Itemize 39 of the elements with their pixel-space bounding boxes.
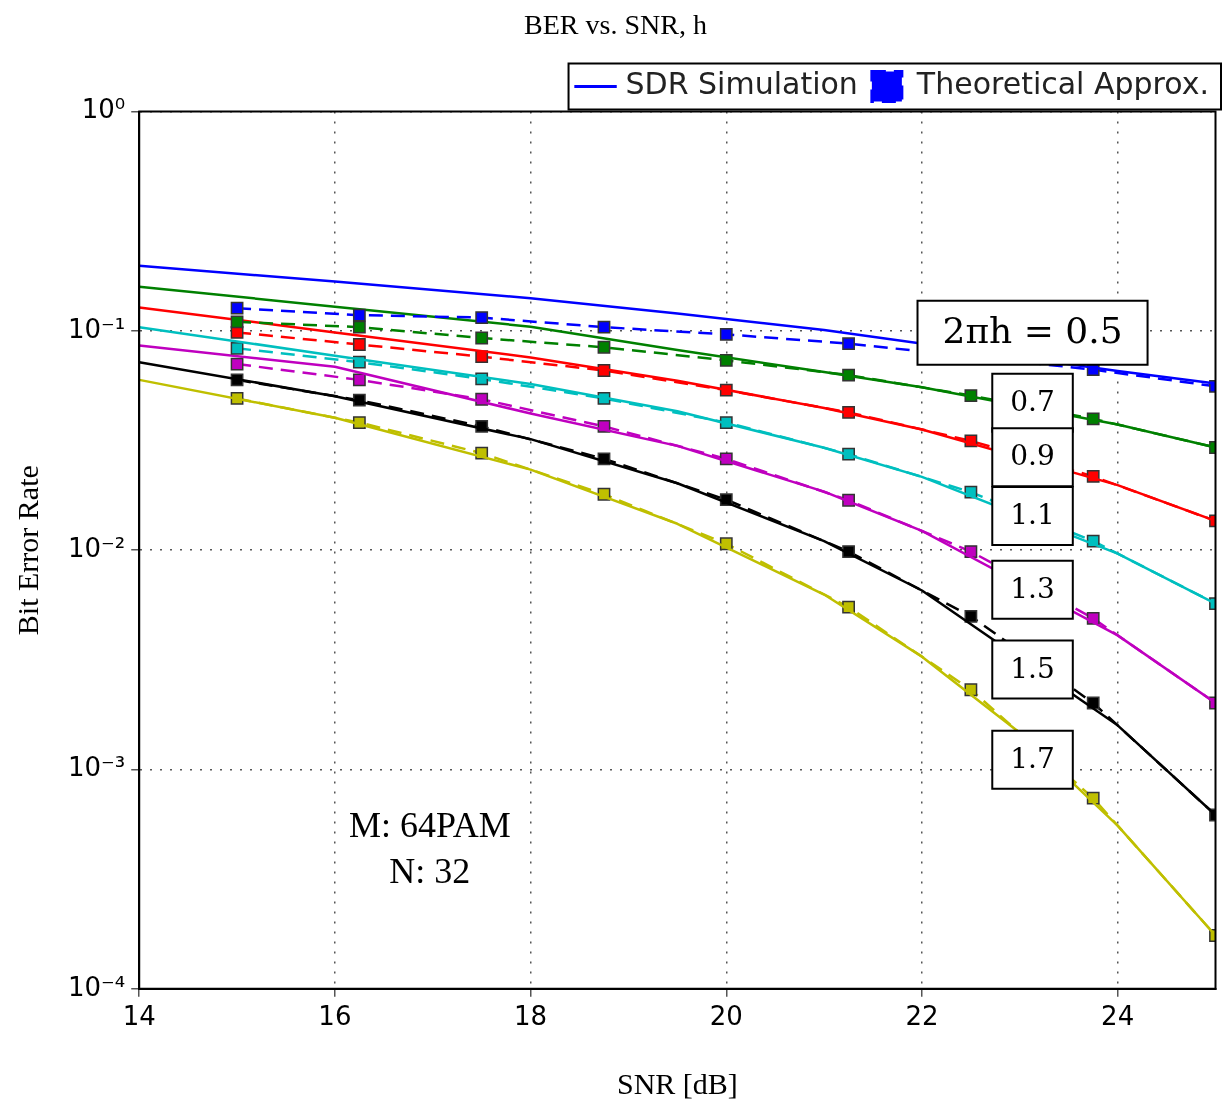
annotation: 1.5 — [1010, 651, 1055, 685]
point — [475, 311, 489, 324]
annotation: 2πh = 0.5 — [942, 310, 1123, 352]
point — [475, 331, 489, 345]
annotation: M: 64PAM — [348, 804, 511, 845]
annotation: 1.7 — [1010, 742, 1055, 776]
point — [719, 327, 733, 341]
y-tick-label: 10⁻³ — [68, 752, 126, 783]
y-axis-title: Bit Error Rate — [10, 465, 44, 636]
y-tick-label: 10⁻⁴ — [68, 971, 126, 1002]
x-tick-label: 14 — [122, 1001, 156, 1032]
y-tick-label: 10⁰ — [81, 94, 126, 125]
y-tick-label: 10⁻² — [68, 532, 126, 563]
point — [964, 610, 978, 623]
point — [352, 320, 366, 334]
annotation: 1.3 — [1010, 571, 1055, 605]
point — [352, 373, 366, 387]
legend-label: Theoretical Approx. — [915, 66, 1210, 102]
point — [597, 340, 611, 354]
annotation: N: 32 — [389, 851, 471, 892]
point — [352, 308, 366, 322]
x-axis-title: SNR [dB] — [616, 1066, 738, 1100]
annotation: 0.7 — [1010, 385, 1055, 419]
point — [842, 337, 855, 351]
y-tick-label: 10⁻¹ — [68, 313, 126, 344]
x-tick-label: 24 — [1101, 1001, 1135, 1032]
legend-label: SDR Simulation — [625, 66, 858, 102]
point — [230, 301, 244, 315]
x-tick-label: 16 — [318, 1001, 352, 1032]
x-tick-label: 20 — [709, 1001, 743, 1032]
point — [597, 320, 611, 334]
point — [230, 341, 244, 355]
x-tick-label: 18 — [514, 1001, 548, 1032]
chart-title: BER vs. SNR, h — [524, 9, 707, 41]
point — [230, 315, 244, 329]
x-tick-label: 22 — [905, 1001, 939, 1032]
annotation: 1.1 — [1010, 498, 1055, 532]
annotation: 0.9 — [1010, 439, 1055, 473]
point — [352, 338, 366, 351]
